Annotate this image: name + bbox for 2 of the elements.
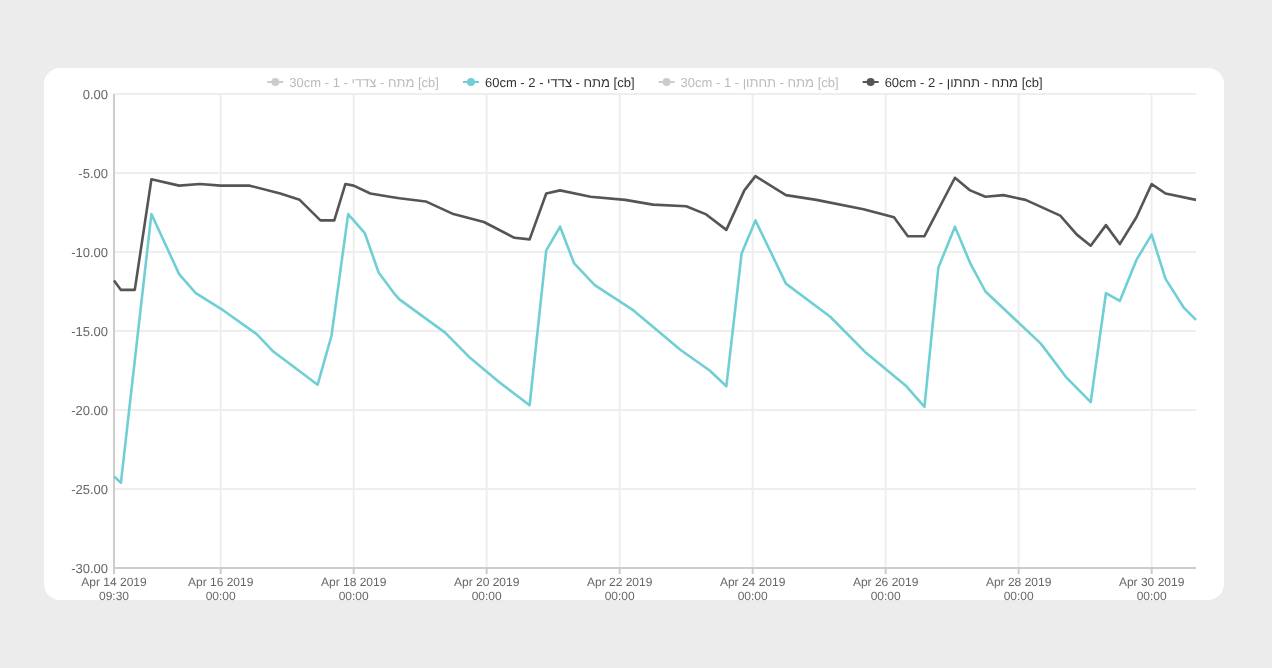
line-series xyxy=(112,174,1198,292)
line-series xyxy=(112,212,1198,484)
